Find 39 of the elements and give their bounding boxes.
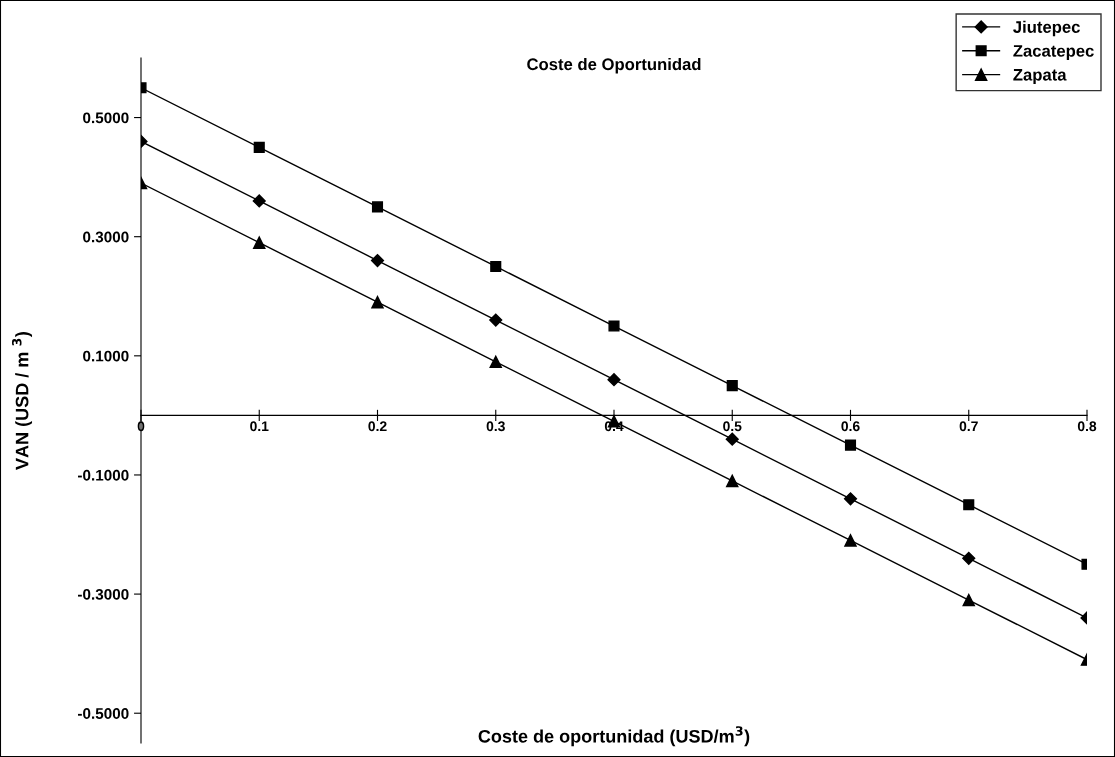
x-tick-label: 0.5 — [723, 421, 742, 432]
point — [843, 492, 858, 506]
y-tick-label: -0.3000 — [77, 588, 129, 600]
point — [371, 201, 384, 213]
chart-title: Coste de Oportunidad — [527, 57, 701, 74]
point — [490, 260, 502, 273]
x-tick-label: 0.2 — [368, 421, 387, 432]
point — [489, 355, 503, 369]
point — [607, 373, 621, 387]
point — [253, 141, 265, 153]
y-tick-label: 0.3000 — [83, 231, 129, 243]
x-tick-label: 0.1 — [250, 421, 269, 432]
point — [963, 499, 975, 511]
point — [252, 236, 266, 249]
y-tick-label: 0.5000 — [83, 112, 129, 124]
x-tick-label: 0.8 — [1077, 421, 1097, 432]
x-tick-label: 0.3 — [486, 421, 505, 432]
legend-label: Zacatepec — [1013, 45, 1094, 61]
legend-label: Jiutepec — [1013, 20, 1080, 37]
y-tick-label: 0.1000 — [83, 350, 129, 362]
point — [962, 593, 976, 607]
y-tick-label: -0.1000 — [77, 469, 129, 481]
point — [844, 439, 857, 451]
x-axis-title: Coste de oportunidad (USD/m$^{3}$) — [478, 726, 750, 747]
point — [962, 551, 976, 565]
point — [844, 534, 857, 547]
point — [370, 253, 385, 268]
point — [725, 474, 739, 488]
y-axis-title: VAN (USD / m $^{3}$) — [11, 332, 33, 470]
point — [489, 313, 503, 327]
point — [252, 194, 266, 208]
x-tick-label: 0.6 — [841, 421, 860, 432]
point — [726, 380, 738, 392]
x-tick-label: 0.7 — [959, 421, 978, 432]
legend-label: Zapata — [1013, 69, 1067, 84]
point — [725, 432, 739, 446]
point — [608, 320, 620, 332]
point — [371, 295, 384, 309]
y-tick-label: -0.5000 — [77, 708, 129, 719]
